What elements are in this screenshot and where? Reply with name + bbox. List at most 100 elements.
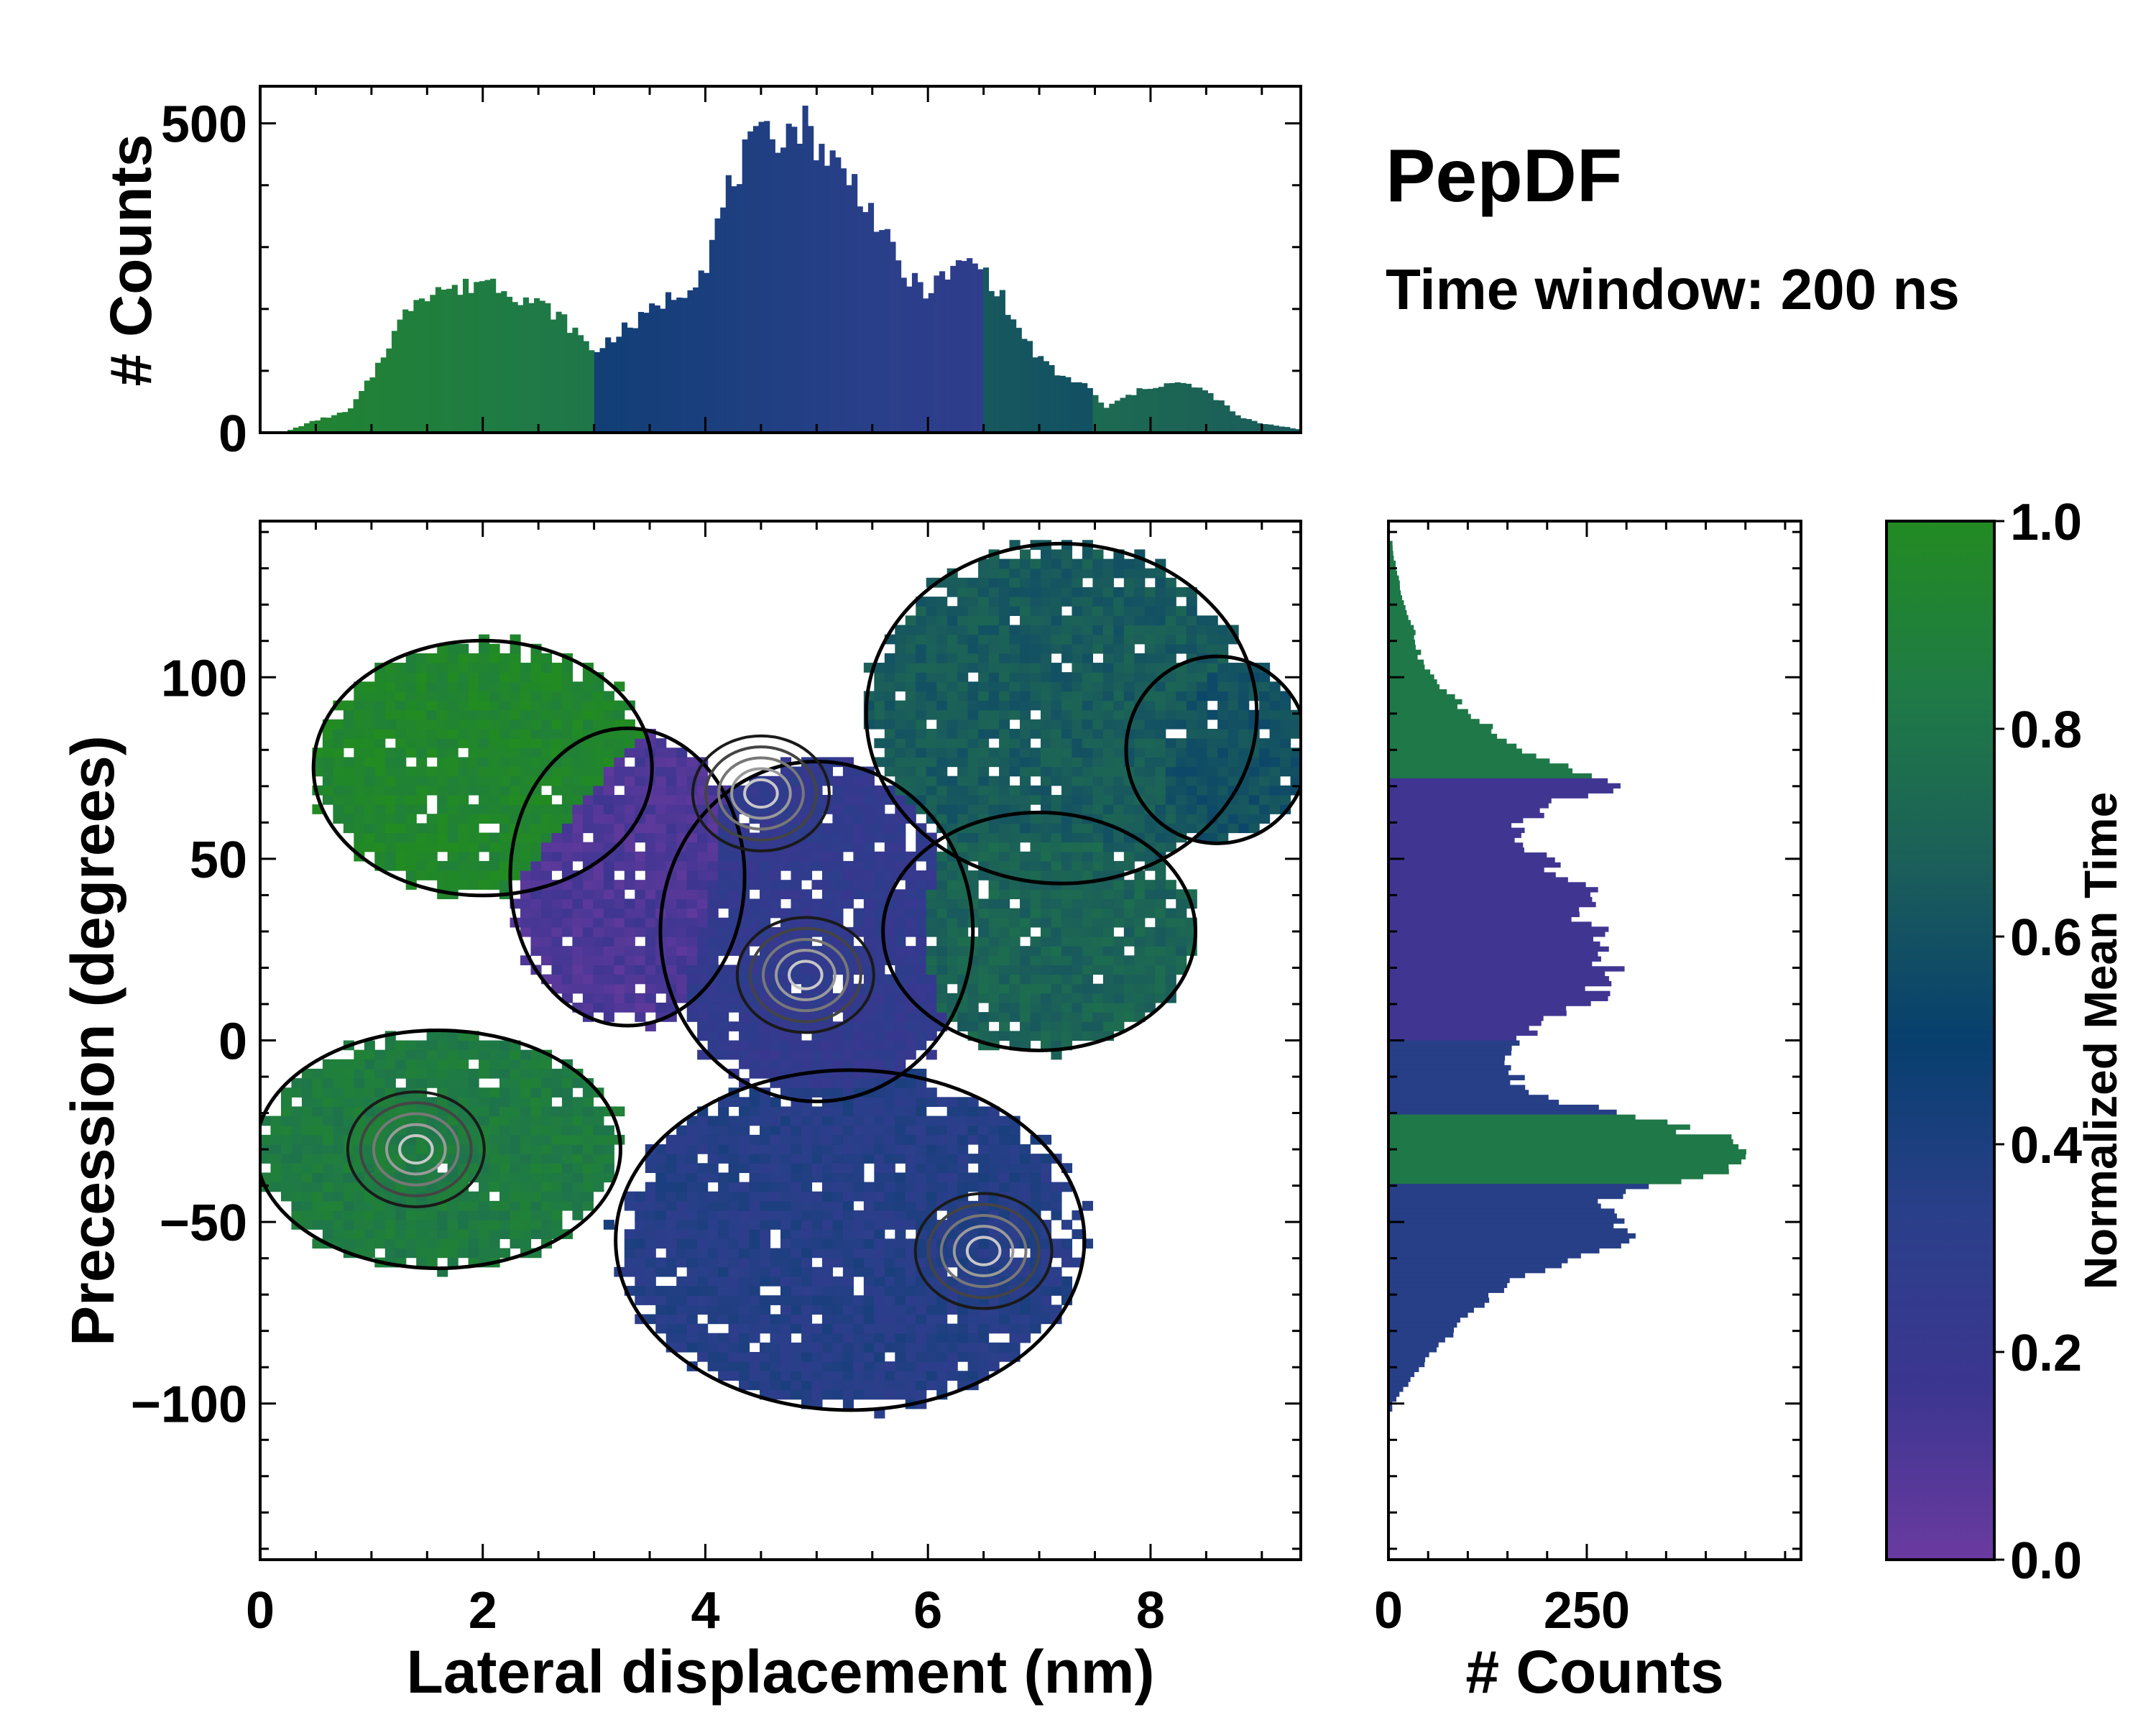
heatmap-cell bbox=[686, 1295, 698, 1305]
heatmap-cell bbox=[384, 729, 396, 739]
heatmap-cell bbox=[468, 860, 479, 871]
heatmap-cell bbox=[676, 898, 688, 909]
heatmap-cell bbox=[1165, 794, 1176, 805]
heatmap-cell bbox=[301, 1087, 313, 1098]
heatmap-cell bbox=[739, 1031, 750, 1041]
heatmap-cell bbox=[946, 1200, 958, 1211]
heatmap-cell bbox=[905, 965, 916, 975]
heatmap-cell bbox=[853, 842, 865, 852]
heatmap-cell bbox=[707, 1314, 719, 1325]
heatmap-cell bbox=[916, 1106, 927, 1117]
heatmap-cell bbox=[895, 1106, 906, 1117]
heatmap-cell bbox=[333, 776, 344, 786]
heatmap-cell bbox=[916, 955, 927, 966]
heatmap-cell bbox=[936, 1182, 948, 1192]
heatmap-cell bbox=[926, 1352, 937, 1362]
heatmap-cell bbox=[499, 738, 511, 748]
heatmap-cell bbox=[905, 955, 916, 966]
heatmap-cell bbox=[718, 860, 729, 871]
heatmap-cell bbox=[697, 1220, 709, 1230]
heatmap-cell bbox=[1165, 880, 1176, 890]
heatmap-cell bbox=[697, 1295, 709, 1305]
heatmap-cell bbox=[926, 681, 937, 692]
heatmap-cell bbox=[1009, 757, 1021, 768]
heatmap-cell bbox=[1092, 832, 1104, 843]
heatmap-cell bbox=[936, 1191, 948, 1202]
heatmap-cell bbox=[593, 955, 604, 966]
heatmap-cell bbox=[1113, 842, 1125, 852]
heatmap-cell bbox=[530, 917, 542, 928]
heatmap-cell bbox=[884, 1380, 895, 1391]
heatmap-cell bbox=[1102, 889, 1114, 900]
heatmap-cell bbox=[926, 1361, 937, 1371]
heatmap-cell bbox=[926, 1380, 937, 1391]
heatmap-cell bbox=[1072, 926, 1083, 937]
heatmap-cell bbox=[988, 1352, 1000, 1362]
heatmap-cell bbox=[832, 1087, 844, 1098]
heatmap-cell bbox=[801, 889, 813, 900]
heatmap-cell bbox=[749, 1333, 760, 1343]
heatmap-cell bbox=[1020, 1191, 1031, 1202]
heatmap-cell bbox=[520, 1134, 532, 1145]
heatmap-cell bbox=[718, 1002, 729, 1013]
heatmap-cell bbox=[884, 1097, 895, 1108]
heatmap-cell bbox=[821, 1154, 833, 1164]
heatmap-cell bbox=[1020, 672, 1031, 682]
heatmap-cell bbox=[1041, 1314, 1052, 1325]
heatmap-cell bbox=[333, 748, 344, 758]
heatmap-cell bbox=[354, 757, 365, 768]
heatmap-cell bbox=[1123, 926, 1135, 937]
heatmap-cell bbox=[1102, 653, 1114, 663]
heatmap-cell bbox=[1030, 691, 1041, 702]
heatmap-cell bbox=[561, 1134, 573, 1145]
heatmap-cell bbox=[697, 889, 709, 900]
top-histogram-bar bbox=[1197, 387, 1203, 433]
heatmap-cell bbox=[895, 663, 906, 673]
heatmap-cell bbox=[884, 1172, 895, 1183]
heatmap-cell bbox=[1102, 700, 1114, 711]
heatmap-cell bbox=[1009, 568, 1021, 579]
heatmap-cell bbox=[1134, 937, 1146, 947]
heatmap-cell bbox=[936, 748, 948, 758]
heatmap-cell bbox=[780, 1276, 792, 1287]
heatmap-cell bbox=[364, 681, 375, 692]
heatmap-cell bbox=[1082, 983, 1093, 994]
heatmap-cell bbox=[405, 1210, 417, 1220]
top-histogram-bar bbox=[342, 412, 349, 433]
heatmap-cell bbox=[645, 993, 656, 1003]
top-histogram-frame bbox=[259, 85, 1302, 434]
heatmap-cell bbox=[655, 1323, 667, 1334]
top-histogram-bar bbox=[462, 278, 469, 433]
heatmap-cell bbox=[739, 1134, 750, 1145]
heatmap-cell bbox=[510, 653, 521, 663]
heatmap-cell bbox=[1102, 729, 1114, 739]
heatmap-cell bbox=[374, 766, 386, 777]
heatmap-cell bbox=[1041, 625, 1052, 635]
heatmap-cell bbox=[967, 757, 979, 768]
heatmap-cell bbox=[468, 1097, 479, 1108]
heatmap-cell bbox=[1123, 625, 1135, 635]
heatmap-cell bbox=[333, 1229, 344, 1239]
heatmap-cell bbox=[832, 1106, 844, 1117]
heatmap-cell bbox=[561, 691, 573, 702]
heatmap-cell bbox=[1134, 946, 1146, 956]
heatmap-cell bbox=[780, 1154, 792, 1164]
heatmap-cell bbox=[676, 757, 688, 768]
heatmap-cell bbox=[551, 700, 563, 711]
heatmap-cell bbox=[1030, 1154, 1041, 1164]
heatmap-cell bbox=[333, 804, 344, 814]
heatmap-cell bbox=[905, 926, 916, 937]
heatmap-cell bbox=[1176, 748, 1187, 758]
heatmap-cell bbox=[426, 870, 438, 880]
heatmap-cell bbox=[374, 700, 386, 711]
heatmap-cell bbox=[999, 832, 1010, 843]
top-histogram-bar bbox=[698, 270, 704, 433]
heatmap-cell bbox=[645, 832, 656, 843]
heatmap-cell bbox=[821, 1220, 833, 1230]
heatmap-cell bbox=[582, 757, 594, 768]
heatmap-cell bbox=[842, 1352, 854, 1362]
heatmap-cell bbox=[874, 870, 885, 880]
heatmap-cell bbox=[1144, 700, 1156, 711]
heatmap-cell bbox=[437, 860, 448, 871]
heatmap-cell bbox=[811, 1087, 823, 1098]
